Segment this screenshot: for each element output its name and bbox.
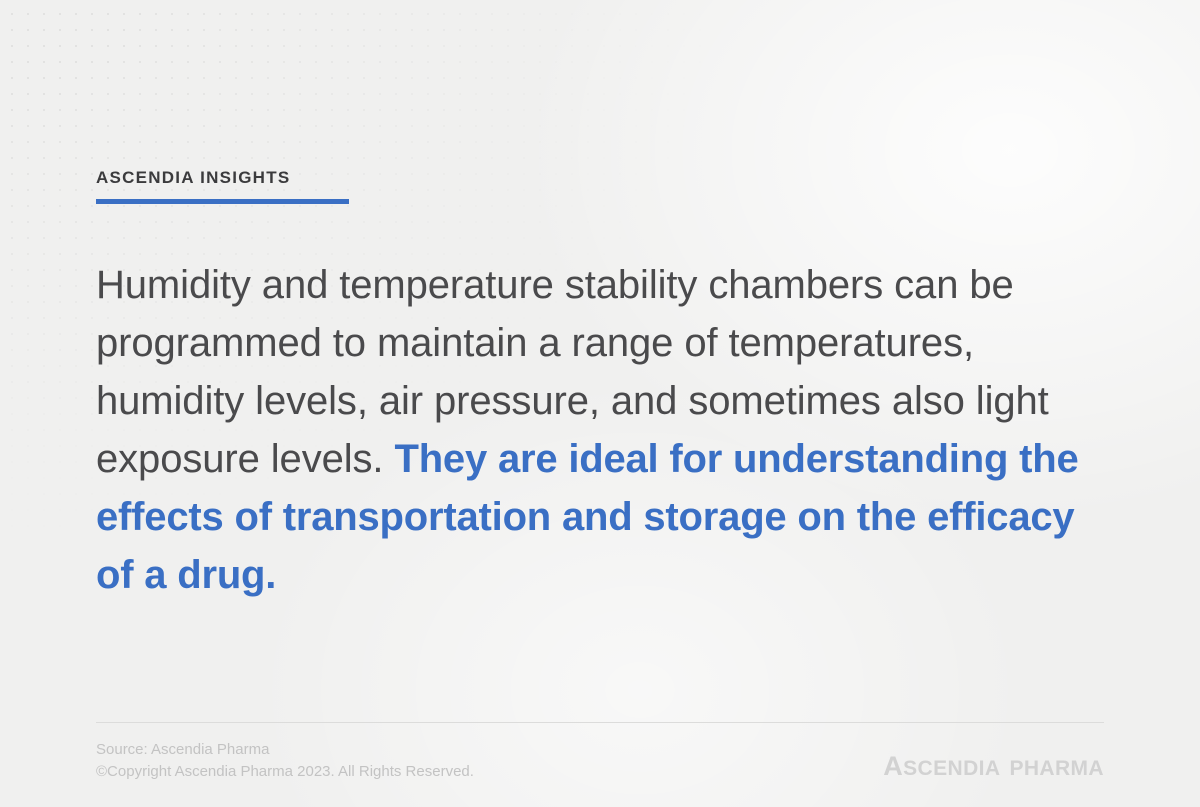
logo-second-word: PHARMA bbox=[1009, 757, 1104, 780]
footer-source-line: Source: Ascendia Pharma bbox=[96, 741, 270, 758]
footer: Source: Ascendia Pharma ©Copyright Ascen… bbox=[96, 739, 1104, 783]
statement-paragraph: Humidity and temperature stability chamb… bbox=[96, 256, 1106, 604]
footer-credits: Source: Ascendia Pharma ©Copyright Ascen… bbox=[96, 739, 474, 783]
kicker-block: ASCENDIA INSIGHTS bbox=[96, 168, 349, 205]
kicker-label: ASCENDIA INSIGHTS bbox=[96, 168, 291, 187]
footer-copyright-line: ©Copyright Ascendia Pharma 2023. All Rig… bbox=[96, 763, 474, 780]
footer-divider bbox=[96, 722, 1104, 723]
logo-initial: A bbox=[883, 751, 904, 781]
logo-first-word: SCENDIA bbox=[903, 757, 1001, 780]
ascendia-pharma-logo: ASCENDIA PHARMA bbox=[883, 753, 1104, 783]
kicker-accent-rule bbox=[96, 199, 349, 205]
